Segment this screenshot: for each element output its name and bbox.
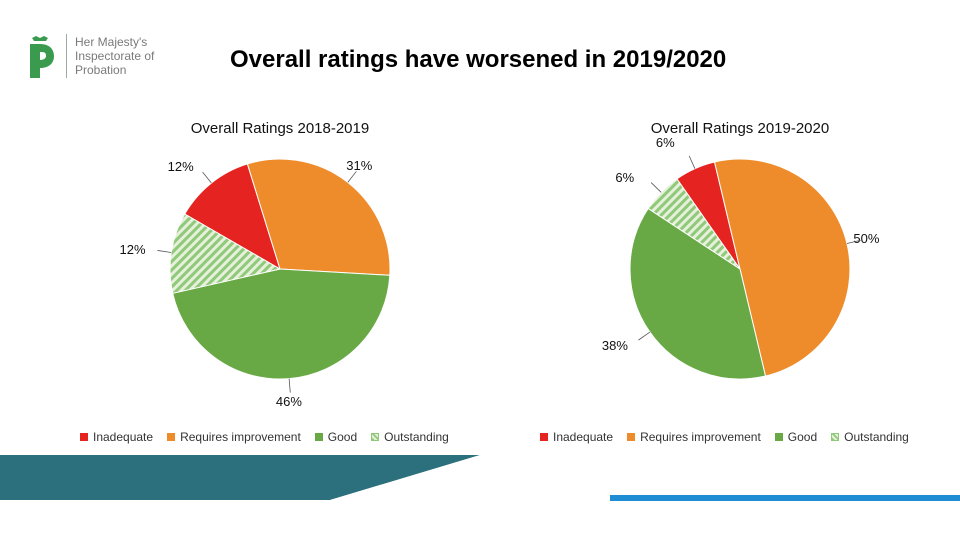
chart-title-right: Overall Ratings 2019-2020 bbox=[530, 120, 950, 137]
pie-svg bbox=[70, 149, 490, 409]
legend-label-good: Good bbox=[328, 430, 357, 444]
logo-line2: Inspectorate of bbox=[75, 49, 154, 63]
chart-2018-2019: Overall Ratings 2018-2019 12%31%46%12% bbox=[70, 120, 490, 420]
legend-label-inadequate: Inadequate bbox=[93, 430, 153, 444]
legend-item-inadequate: Inadequate bbox=[540, 430, 613, 444]
legend-item-good: Good bbox=[775, 430, 817, 444]
legend-swatch-good bbox=[315, 433, 323, 441]
legend-swatch-inadequate bbox=[80, 433, 88, 441]
pie-label-inadequate: 6% bbox=[656, 135, 675, 150]
logo-divider bbox=[66, 34, 67, 78]
legend-item-outstanding: Outstanding bbox=[831, 430, 909, 444]
legend-swatch-requires_improvement bbox=[627, 433, 635, 441]
legend-label-requires_improvement: Requires improvement bbox=[180, 430, 301, 444]
pie-svg bbox=[530, 149, 950, 409]
logo-block: Her Majesty's Inspectorate of Probation bbox=[24, 34, 154, 78]
legend-left: Inadequate Requires improvement Good Outsta… bbox=[80, 430, 449, 444]
legend-label-inadequate: Inadequate bbox=[553, 430, 613, 444]
legend-swatch-good bbox=[775, 433, 783, 441]
legend-label-good: Good bbox=[788, 430, 817, 444]
legend-item-inadequate: Inadequate bbox=[80, 430, 153, 444]
legend-swatch-inadequate bbox=[540, 433, 548, 441]
chart-body-right: 6%50%38%6% bbox=[530, 149, 950, 409]
legend-label-outstanding: Outstanding bbox=[384, 430, 449, 444]
footer-decoration bbox=[0, 450, 960, 540]
logo-text: Her Majesty's Inspectorate of Probation bbox=[75, 35, 154, 77]
legend-swatch-outstanding bbox=[831, 433, 839, 441]
legend-label-outstanding: Outstanding bbox=[844, 430, 909, 444]
page-title: Overall ratings have worsened in 2019/20… bbox=[230, 46, 726, 74]
legend-item-requires_improvement: Requires improvement bbox=[167, 430, 301, 444]
legend-swatch-outstanding bbox=[371, 433, 379, 441]
legend-item-outstanding: Outstanding bbox=[371, 430, 449, 444]
legend-swatch-requires_improvement bbox=[167, 433, 175, 441]
chart-title-left: Overall Ratings 2018-2019 bbox=[70, 120, 490, 137]
logo-line3: Probation bbox=[75, 63, 154, 77]
legend-label-requires_improvement: Requires improvement bbox=[640, 430, 761, 444]
legend-item-requires_improvement: Requires improvement bbox=[627, 430, 761, 444]
legend-item-good: Good bbox=[315, 430, 357, 444]
crown-p-icon bbox=[24, 34, 58, 78]
logo-line1: Her Majesty's bbox=[75, 35, 154, 49]
chart-2019-2020: Overall Ratings 2019-2020 6%50%38%6% bbox=[530, 120, 950, 420]
chart-body-left: 12%31%46%12% bbox=[70, 149, 490, 409]
slide: Her Majesty's Inspectorate of Probation … bbox=[0, 0, 960, 540]
legend-right: Inadequate Requires improvement Good Outsta… bbox=[540, 430, 909, 444]
